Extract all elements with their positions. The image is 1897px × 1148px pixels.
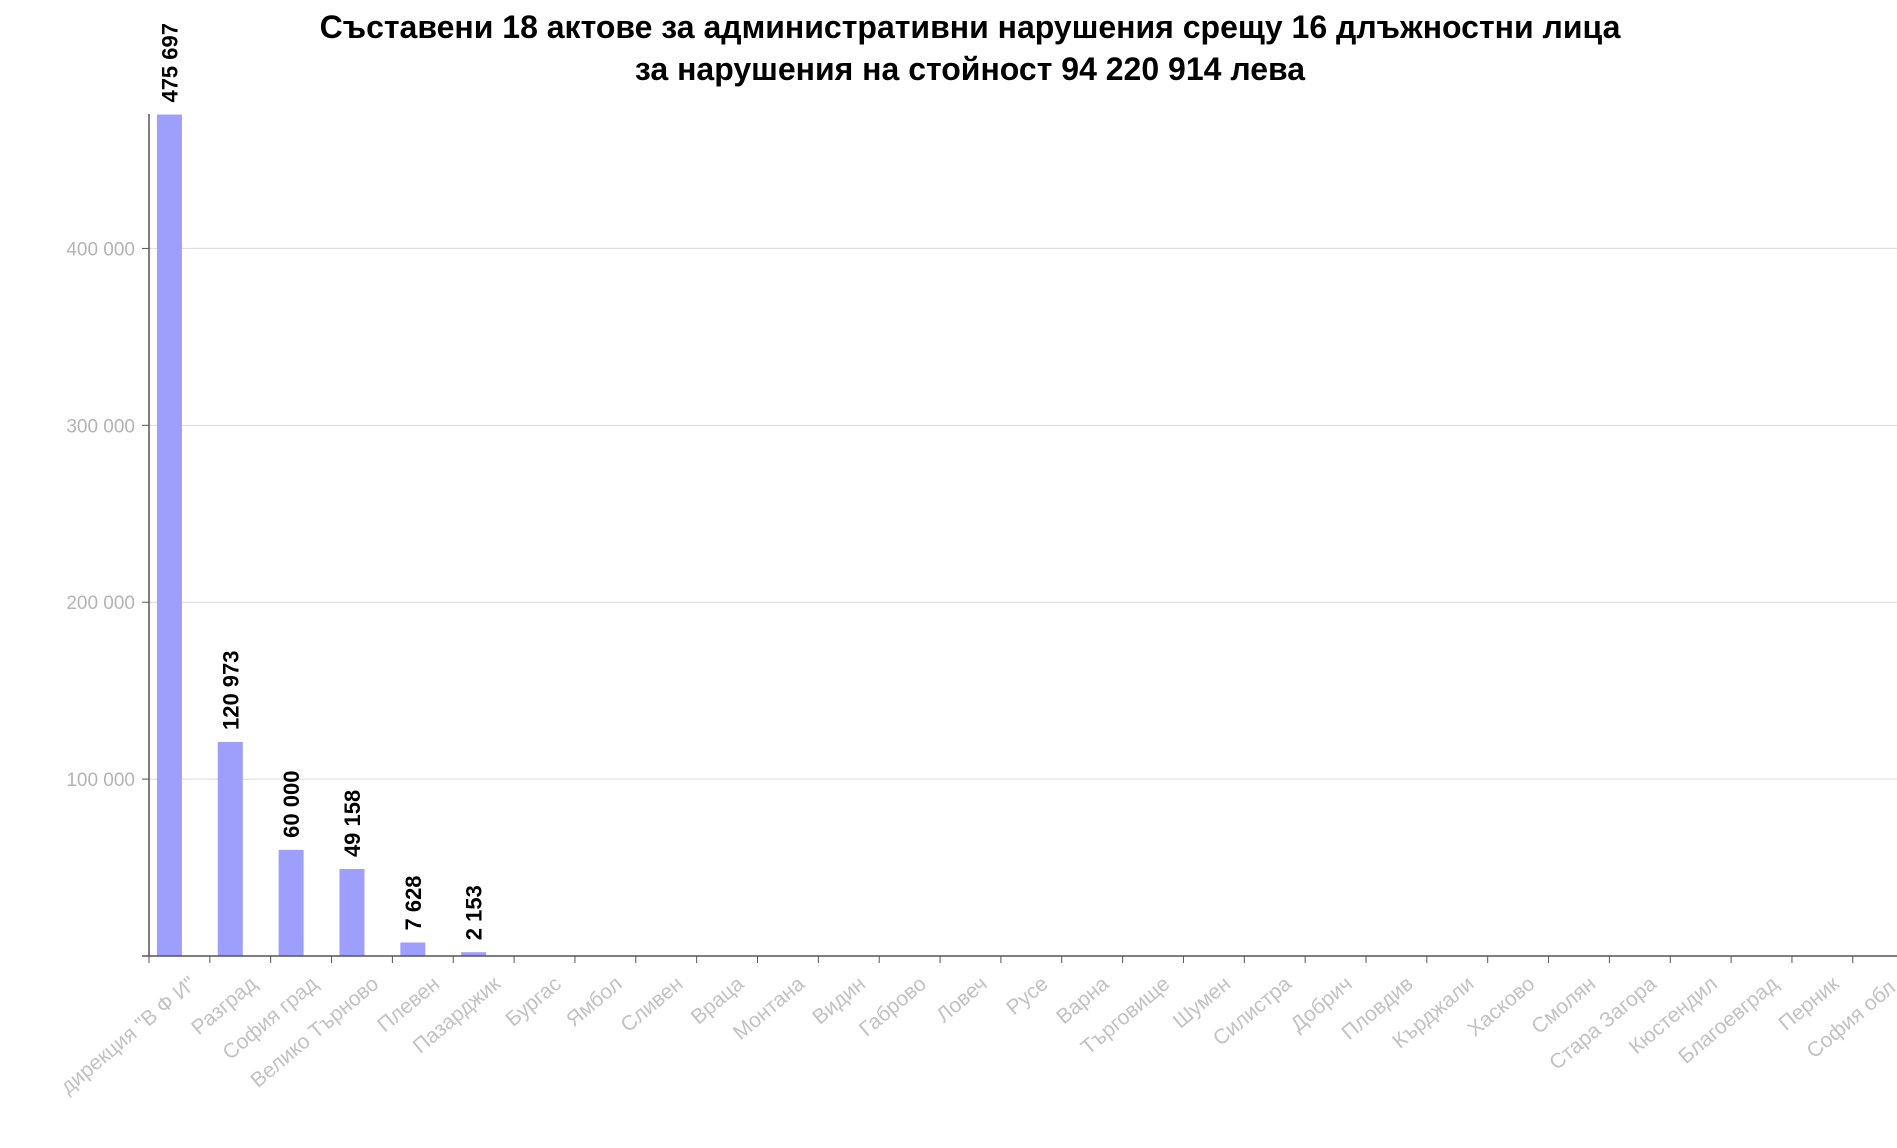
bars <box>156 114 487 956</box>
chart-title: Съставени 18 актове за административни н… <box>0 6 1897 90</box>
y-axis-labels: 100 000 200 000 300 000 400 000 <box>66 239 135 791</box>
x-tick-label: дирекция "В Ф И" <box>56 972 200 1098</box>
data-label: 49 158 <box>340 790 365 857</box>
y-tick-label: 200 000 <box>66 593 135 614</box>
chart-title-line-1: Съставени 18 актове за административни н… <box>319 9 1621 45</box>
data-label: 2 153 <box>462 885 487 940</box>
chart-title-line-2: за нарушения на стойност 94 220 914 лева <box>634 51 1306 87</box>
bar <box>278 849 304 956</box>
x-tick-label: Хасково <box>1463 972 1539 1041</box>
y-tick-label: 400 000 <box>66 239 135 260</box>
data-label: 7 628 <box>401 875 426 930</box>
x-tick-label: Ямбол <box>562 972 626 1031</box>
y-tick-label: 300 000 <box>66 416 135 437</box>
data-label: 120 973 <box>218 650 243 730</box>
x-tick-label: Габрово <box>855 972 931 1041</box>
bar <box>400 942 426 956</box>
x-tick-label: Бургас <box>501 972 565 1031</box>
y-tick-label: 100 000 <box>66 770 135 791</box>
x-tick-label: Стара Загора <box>1545 972 1661 1075</box>
bar <box>461 952 487 956</box>
axes <box>142 114 1897 963</box>
bar <box>156 114 182 956</box>
data-label: 475 697 <box>157 23 182 103</box>
grid-lines <box>149 247 1897 780</box>
data-labels: 475 697 120 973 60 000 49 158 7 628 2 153 <box>157 23 486 940</box>
bar <box>339 869 365 956</box>
data-label: 60 000 <box>279 771 304 838</box>
x-tick-label: Сливен <box>616 972 687 1037</box>
x-tick-label: Ловеч <box>932 972 991 1027</box>
bar <box>217 742 243 956</box>
x-tick-label: Русе <box>1002 972 1052 1019</box>
